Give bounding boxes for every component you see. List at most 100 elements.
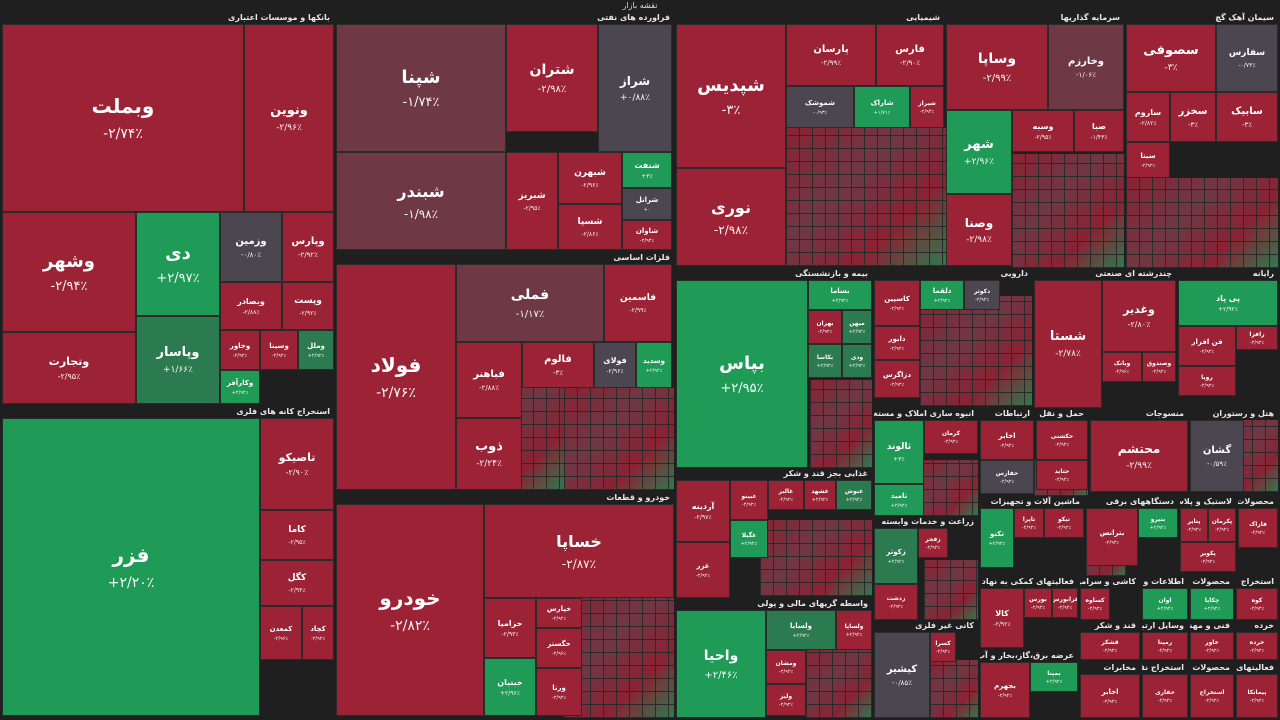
stock-tile[interactable]: تاپرا -۲/۹۲٪ <box>1014 508 1044 538</box>
stock-tile[interactable]: بساما +۲/۹۲٪ <box>808 280 872 310</box>
stock-tile[interactable]: ولسایا +۲/۹۲٪ <box>766 610 836 650</box>
stock-tile[interactable]: وکارآفر +۲/۹۲٪ <box>220 370 260 404</box>
stock-tile[interactable]: فاسمین -۲/۹۹٪ <box>604 264 672 342</box>
stock-tile[interactable]: غزر -۲/۹۲٪ <box>676 542 730 598</box>
stock-tile[interactable]: خودرو -۲/۸۲٪ <box>336 504 484 716</box>
stock-tile[interactable]: فرابورس -۲/۹۲٪ <box>1052 588 1078 618</box>
stock-tile[interactable]: ورنا -۲/۹۲٪ <box>536 668 582 716</box>
stock-tile[interactable]: حفاری -۲/۹۲٪ <box>1142 674 1188 718</box>
stock-tile[interactable]: فولاد -۲/۷۶٪ <box>336 264 456 490</box>
stock-tile[interactable]: محتشم -۲/۹۹٪ <box>1090 420 1188 492</box>
stock-tile[interactable]: وصنا -۲/۹۸٪ <box>946 194 1012 266</box>
stock-tile[interactable]: فباهنر -۲/۸۸٪ <box>456 342 522 418</box>
stock-tile[interactable]: کسرا -۲/۹۲٪ <box>930 632 956 662</box>
stock-tile[interactable]: وخاور -۲/۹۲٪ <box>220 330 260 370</box>
stock-tile[interactable]: شبریز -۲/۹۵٪ <box>506 152 558 250</box>
stock-tile[interactable]: وپارس -۲/۹۲٪ <box>282 212 334 282</box>
stock-tile[interactable]: بمپنا +۲/۹۲٪ <box>1030 662 1078 692</box>
stock-tile[interactable]: وخارزم -۱/۰۶٪ <box>1048 24 1124 110</box>
stock-tile[interactable]: فملی -۱/۱۷٪ <box>456 264 604 342</box>
stock-tile[interactable]: استخراج -۲/۹۲٪ <box>1190 674 1234 718</box>
stock-tile[interactable]: قشکر -۲/۹۲٪ <box>1080 632 1140 660</box>
stock-tile[interactable]: غنوش +۲/۹۲٪ <box>836 480 872 510</box>
stock-tile[interactable]: وصندوق -۲/۹۲٪ <box>1142 352 1176 382</box>
stock-tile[interactable]: کیشیر -۰/۸۵٪ <box>874 632 930 718</box>
stock-tile[interactable]: آردینه -۲/۹۷٪ <box>676 480 730 542</box>
stock-tile[interactable]: وزمین -۰/۸۰٪ <box>220 212 282 282</box>
stock-tile[interactable]: شرانل +۰ <box>622 188 672 220</box>
stock-tile[interactable]: زفجر -۲/۹۲٪ <box>918 528 948 558</box>
stock-tile[interactable]: وملل +۲/۹۲٪ <box>298 330 334 370</box>
stock-tile[interactable]: شتران -۲/۹۸٪ <box>506 24 598 132</box>
stock-tile[interactable]: وبملت -۲/۷۴٪ <box>2 24 244 212</box>
stock-tile[interactable]: کمعدن -۲/۹۶٪ <box>260 606 302 660</box>
stock-tile[interactable]: کاسپین -۲/۹۲٪ <box>874 280 920 326</box>
stock-tile[interactable]: گشان -۰/۵۹٪ <box>1190 420 1244 492</box>
stock-tile[interactable]: وسدید +۲/۹۲٪ <box>636 342 672 388</box>
stock-tile[interactable]: غشهد +۲/۹۲٪ <box>804 480 836 510</box>
stock-tile[interactable]: بجهرم -۲/۹۲٪ <box>980 662 1030 718</box>
stock-tile[interactable]: شاراک +۱/۷۱٪ <box>854 86 910 128</box>
stock-tile[interactable]: تیکو -۲/۹۲٪ <box>1044 508 1084 538</box>
stock-tile[interactable]: حکشتی -۲/۹۲٪ <box>1036 420 1088 460</box>
stock-tile[interactable]: ودی +۲/۹۲٪ <box>842 344 872 378</box>
stock-tile[interactable]: فاراک -۲/۹۲٪ <box>1238 508 1278 548</box>
stock-tile[interactable]: غالبر -۲/۹۲٪ <box>768 480 804 510</box>
stock-tile[interactable]: غبینو -۲/۹۲٪ <box>730 480 768 520</box>
stock-tile[interactable]: وسبه -۲/۹۵٪ <box>1012 110 1074 152</box>
stock-tile[interactable]: فارس -۲/۹۰٪ <box>876 24 944 86</box>
stock-tile[interactable]: اوان +۲/۹۲٪ <box>1142 588 1188 620</box>
stock-tile[interactable]: بترانس -۲/۹۲٪ <box>1086 508 1138 566</box>
stock-tile[interactable]: شبهرن -۲/۹۶٪ <box>558 152 622 204</box>
stock-tile[interactable]: میهن +۲/۹۲٪ <box>842 310 872 344</box>
stock-tile[interactable]: ذوب -۲/۲۴٪ <box>456 418 522 490</box>
stock-tile[interactable]: ولیز -۲/۹۲٪ <box>766 684 806 716</box>
stock-tile[interactable]: ونوین -۲/۹۶٪ <box>244 24 334 212</box>
stock-tile[interactable]: کساوه -۲/۹۲٪ <box>1080 588 1110 620</box>
stock-tile[interactable]: زدشت -۲/۹۲٪ <box>874 584 918 620</box>
stock-tile[interactable]: رافزا -۲/۹۲٪ <box>1236 326 1278 350</box>
stock-tile[interactable]: خپارس -۲/۹۲٪ <box>536 598 582 628</box>
stock-tile[interactable]: چکاپا +۲/۹۲٪ <box>1190 588 1234 620</box>
stock-tile[interactable]: خساپا -۲/۸۷٪ <box>484 504 674 598</box>
stock-tile[interactable]: خگستر -۲/۹۶٪ <box>536 628 582 668</box>
stock-tile[interactable]: وبصادر -۲/۸۸٪ <box>220 282 282 330</box>
stock-tile[interactable]: پیمانکا -۲/۹۲٪ <box>1236 674 1278 718</box>
stock-tile[interactable]: سخزر -۳٪ <box>1170 92 1216 142</box>
stock-tile[interactable]: سفارس -۰/۷۳٪ <box>1216 24 1278 92</box>
stock-tile[interactable]: زکوثر +۲/۹۲٪ <box>874 528 918 584</box>
stock-tile[interactable]: ثالوند +۳٪ <box>874 420 924 484</box>
stock-tile[interactable]: صبا -۱/۴۳٪ <box>1074 110 1124 152</box>
stock-tile[interactable]: اخابر -۲/۹۲٪ <box>1080 674 1140 718</box>
stock-tile[interactable]: وغدیر -۲/۸۰٪ <box>1102 280 1176 352</box>
stock-tile[interactable]: کرمان -۲/۹۲٪ <box>924 420 978 454</box>
stock-tile[interactable]: دزاگرس -۲/۹۲٪ <box>874 360 920 398</box>
stock-tile[interactable]: پکویر -۲/۹۲٪ <box>1180 542 1236 572</box>
stock-tile[interactable]: فولای -۲/۹۶٪ <box>594 342 636 388</box>
stock-tile[interactable]: شراز +۰/۸۸٪ <box>598 24 672 152</box>
stock-tile[interactable]: بورس -۲/۹۲٪ <box>1024 588 1052 618</box>
stock-tile[interactable]: وتجارت -۲/۹۵٪ <box>2 332 136 404</box>
stock-tile[interactable]: کالا -۲/۹۲٪ <box>980 588 1024 648</box>
stock-tile[interactable]: سصوفی -۳٪ <box>1126 24 1216 92</box>
stock-tile[interactable]: کگل -۲/۹۴٪ <box>260 560 334 606</box>
stock-tile[interactable]: وسینا -۲/۹۲٪ <box>260 330 298 370</box>
stock-tile[interactable]: پی پاد +۲/۹۲٪ <box>1178 280 1278 326</box>
stock-tile[interactable]: شسپا -۲/۸۶٪ <box>558 204 622 250</box>
stock-tile[interactable]: وپاسار +۱/۶۶٪ <box>136 316 220 404</box>
stock-tile[interactable]: شبندر -۱/۹۸٪ <box>336 152 506 250</box>
stock-tile[interactable]: رویا -۲/۹۲٪ <box>1178 366 1236 396</box>
stock-tile[interactable]: کاما -۲/۹۵٪ <box>260 510 334 560</box>
stock-tile[interactable]: ثامید +۲/۹۲٪ <box>874 484 924 516</box>
stock-tile[interactable]: خاور -۲/۹۲٪ <box>1190 632 1234 660</box>
stock-tile[interactable]: بپاس +۲/۹۵٪ <box>676 280 808 468</box>
stock-tile[interactable]: پارسان -۲/۹۹٪ <box>786 24 876 86</box>
stock-tile[interactable]: وشهر -۲/۹۴٪ <box>2 212 136 332</box>
stock-tile[interactable]: کچاد -۲/۹۲٪ <box>302 606 334 660</box>
stock-tile[interactable]: تاصیکو -۲/۹۰٪ <box>260 418 334 510</box>
stock-tile[interactable]: اخابر -۲/۹۲٪ <box>980 420 1034 460</box>
stock-tile[interactable]: شپنا -۱/۷۴٪ <box>336 24 506 152</box>
stock-tile[interactable]: شهر +۲/۹۶٪ <box>946 110 1012 194</box>
stock-tile[interactable]: فالوم -۳٪ <box>522 342 594 388</box>
stock-tile[interactable]: فن افزار -۲/۹۲٪ <box>1178 326 1236 366</box>
